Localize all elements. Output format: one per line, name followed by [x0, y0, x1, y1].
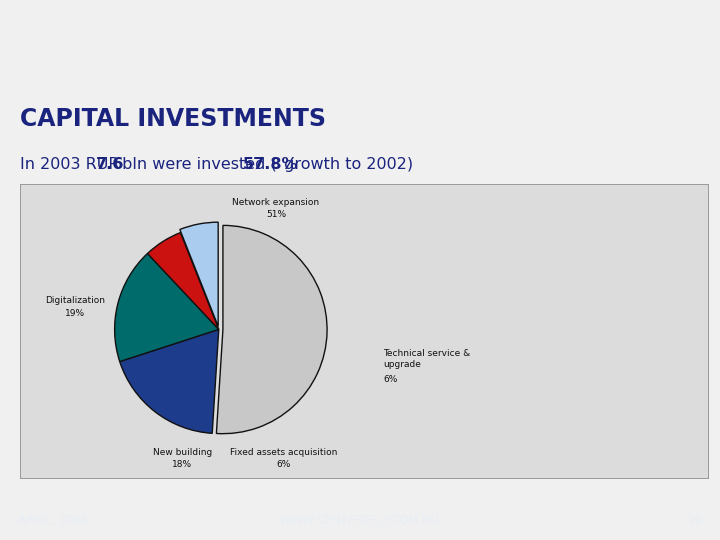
Wedge shape: [180, 222, 218, 326]
Wedge shape: [217, 225, 327, 434]
Text: 19%: 19%: [65, 309, 85, 318]
Text: New building: New building: [153, 448, 212, 457]
Text: 29: 29: [687, 514, 702, 527]
Text: 6%: 6%: [383, 375, 397, 384]
Text: In 2003 RUR: In 2003 RUR: [20, 157, 125, 172]
Text: 57.8%: 57.8%: [243, 157, 299, 172]
Text: Fixed assets acquisition: Fixed assets acquisition: [230, 448, 337, 457]
Text: growth to 2002): growth to 2002): [279, 157, 413, 172]
Text: 6%: 6%: [276, 460, 291, 469]
Text: WWW.CENTERTELECOM.RU: WWW.CENTERTELECOM.RU: [280, 514, 440, 527]
Wedge shape: [148, 233, 219, 329]
Text: bln were invested (: bln were invested (: [117, 157, 277, 172]
Text: Digitalization: Digitalization: [45, 296, 105, 305]
Text: CAPITAL INVESTMENTS: CAPITAL INVESTMENTS: [20, 107, 326, 131]
Text: APRIL, 2004: APRIL, 2004: [18, 514, 89, 527]
Text: 18%: 18%: [172, 460, 192, 469]
Wedge shape: [114, 253, 219, 362]
Text: 51%: 51%: [266, 211, 286, 219]
Wedge shape: [120, 329, 219, 433]
Text: Network expansion: Network expansion: [233, 198, 320, 207]
Text: Technical service &
upgrade: Technical service & upgrade: [383, 348, 471, 369]
Text: 7.6: 7.6: [96, 157, 124, 172]
